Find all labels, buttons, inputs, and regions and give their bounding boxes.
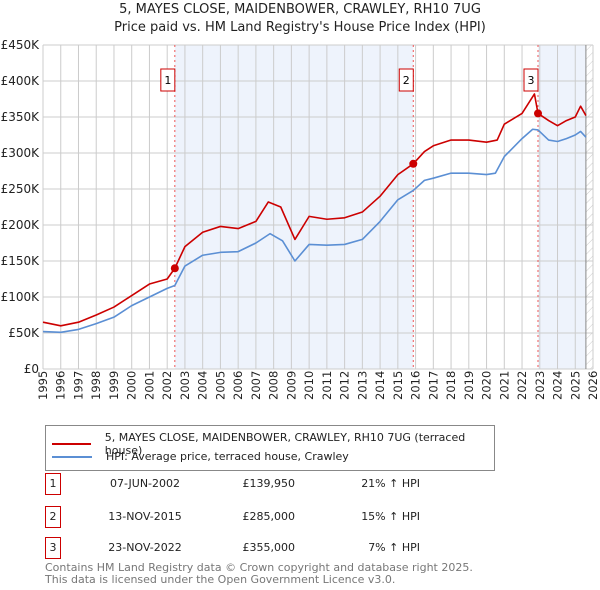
sale-price: £139,950 xyxy=(242,477,296,490)
property-price-line xyxy=(42,93,587,327)
x-tick-label: 2025 xyxy=(568,371,582,400)
x-tick-label: 2001 xyxy=(142,371,156,400)
footer-licence: This data is licensed under the Open Gov… xyxy=(45,573,396,586)
x-tick-label: 2024 xyxy=(551,371,565,400)
y-tick-label: £100K xyxy=(1,290,41,304)
legend-label: HPI: Average price, terraced house, Craw… xyxy=(106,450,349,463)
sale-period-shade xyxy=(174,45,414,369)
sale-marker-label: 2 xyxy=(403,74,410,87)
x-tick-label: 1998 xyxy=(89,371,103,400)
x-tick-label: 2021 xyxy=(497,371,511,400)
sale-period-shade xyxy=(538,45,586,369)
sale-hpi-diff: 15% ↑ HPI xyxy=(361,510,420,523)
sale-hpi-diff: 21% ↑ HPI xyxy=(361,477,420,490)
x-tick-label: 2018 xyxy=(444,371,458,400)
forecast-hatch xyxy=(585,45,593,369)
sale-point xyxy=(170,264,179,273)
x-tick-label: 2009 xyxy=(284,371,298,400)
chart-subtitle: Price paid vs. HM Land Registry's House … xyxy=(114,20,486,35)
y-tick-label: £0 xyxy=(24,362,39,376)
x-tick-label: 2004 xyxy=(196,371,210,400)
legend-label: 5, MAYES CLOSE, MAIDENBOWER, CRAWLEY, RH… xyxy=(104,431,466,457)
x-tick-label: 2011 xyxy=(320,371,334,400)
x-tick-label: 2014 xyxy=(373,371,387,400)
sale-price: £355,000 xyxy=(242,541,296,554)
x-tick-label: 2015 xyxy=(391,371,405,400)
x-tick-label: 2000 xyxy=(125,371,139,400)
sale-price: £285,000 xyxy=(242,510,296,523)
y-tick-label: £150K xyxy=(1,254,41,268)
x-tick-label: 1999 xyxy=(107,371,121,400)
x-tick-label: 2019 xyxy=(462,371,476,400)
legend: 5, MAYES CLOSE, MAIDENBOWER, CRAWLEY, RH… xyxy=(45,425,495,471)
x-tick-label: 2002 xyxy=(160,371,174,400)
x-tick-label: 2023 xyxy=(533,371,547,400)
sale-point xyxy=(534,109,542,118)
y-tick-label: £50K xyxy=(8,326,40,340)
x-tick-label: 2005 xyxy=(213,371,227,400)
x-tick-label: 2026 xyxy=(586,371,600,400)
sale-marker-box xyxy=(398,68,414,92)
y-tick-label: £250K xyxy=(1,182,41,196)
x-tick-label: 1996 xyxy=(54,371,68,400)
sale-marker-label: 3 xyxy=(528,74,535,87)
x-tick-label: 2013 xyxy=(355,371,369,400)
x-tick-label: 2017 xyxy=(426,371,440,400)
x-tick-label: 2012 xyxy=(338,371,352,400)
plot-area: 1995 1996 1997 1998 1999 2000 2001 2002 2003 2004… xyxy=(1,38,600,400)
x-tick-label: 2016 xyxy=(409,371,423,400)
x-tick-label: 2007 xyxy=(249,371,263,400)
sale-hpi-diff: 7% ↑ HPI xyxy=(368,541,420,554)
sale-row: 3 23-NOV-2022 £355,000 7% ↑ HPI xyxy=(45,537,445,559)
x-tick-label: 2003 xyxy=(178,371,192,400)
footer-copyright: Contains HM Land Registry data © Crown c… xyxy=(45,561,473,574)
sale-row: 2 13-NOV-2015 £285,000 15% ↑ HPI xyxy=(45,506,445,528)
sale-point xyxy=(409,159,418,168)
legend-item-property: 5, MAYES CLOSE, MAIDENBOWER, CRAWLEY, RH… xyxy=(52,431,494,457)
y-tick-label: £400K xyxy=(1,74,41,88)
sale-number: 2 xyxy=(45,506,61,528)
sale-marker-label: 1 xyxy=(164,74,171,87)
sale-number: 3 xyxy=(45,537,61,559)
x-tick-label: 1995 xyxy=(36,371,50,400)
sale-date: 23-NOV-2022 xyxy=(108,541,182,554)
x-tick-label: 2006 xyxy=(231,371,245,400)
sale-marker-box xyxy=(160,68,176,92)
legend-swatch xyxy=(52,455,92,458)
y-tick-label: £300K xyxy=(1,146,41,160)
sale-number: 1 xyxy=(45,473,61,495)
x-tick-label: 1997 xyxy=(71,371,85,400)
x-tick-label: 2008 xyxy=(267,371,281,400)
x-tick-label: 2022 xyxy=(515,371,529,400)
y-tick-label: £350K xyxy=(1,110,41,124)
legend-swatch xyxy=(52,443,91,445)
x-tick-label: 2020 xyxy=(480,371,494,400)
hpi-line xyxy=(42,128,587,334)
sale-row: 1 07-JUN-2002 £139,950 21% ↑ HPI xyxy=(45,473,445,495)
legend-item-hpi: HPI: Average price, terraced house, Craw… xyxy=(52,450,349,463)
chart-title: 5, MAYES CLOSE, MAIDENBOWER, CRAWLEY, RH… xyxy=(119,2,481,17)
sale-marker-box xyxy=(523,68,539,92)
sale-date: 07-JUN-2002 xyxy=(109,477,181,490)
sale-date: 13-NOV-2015 xyxy=(108,510,182,523)
y-tick-label: £200K xyxy=(1,218,41,232)
x-tick-label: 2010 xyxy=(302,371,316,400)
y-tick-label: £450K xyxy=(1,38,41,52)
